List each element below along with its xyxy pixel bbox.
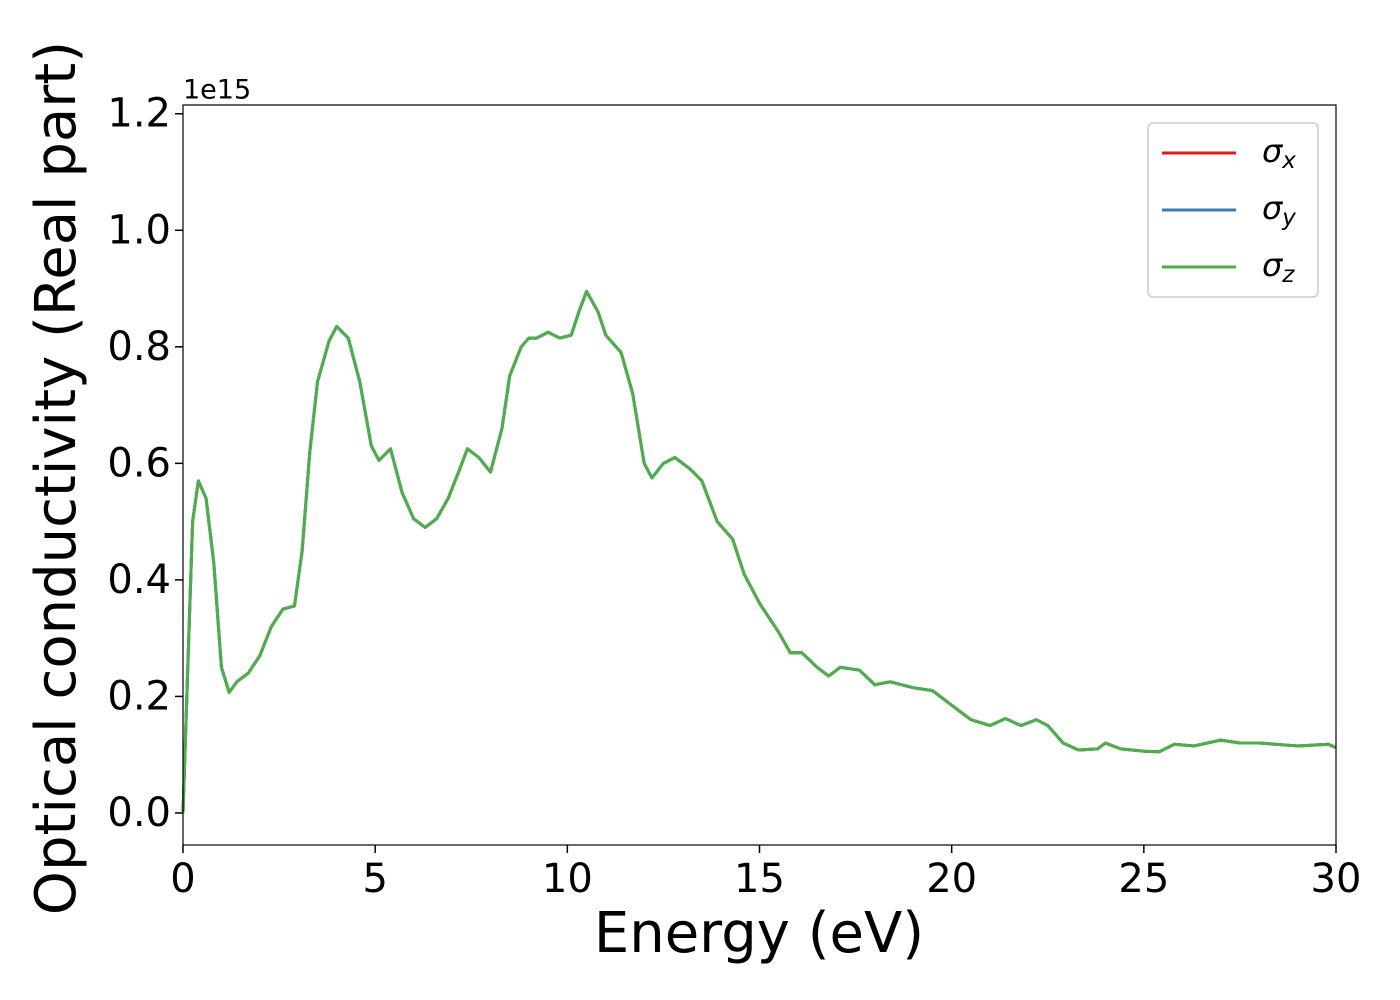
plot-frame [182, 104, 1337, 846]
x-tick-label: 15 [734, 856, 785, 902]
x-tick-label: 20 [926, 856, 977, 902]
y-tick-label: 0.8 [107, 324, 171, 370]
x-tick-label: 30 [1311, 856, 1362, 902]
x-tick-label: 10 [542, 856, 593, 902]
legend-label: σz [1262, 246, 1295, 288]
legend-label: σx [1262, 132, 1296, 174]
legend-label: σy [1262, 189, 1296, 231]
y-tick-label: 1.0 [107, 207, 171, 253]
y-tick-label: 1.2 [107, 91, 171, 137]
y-tick-label: 0.4 [107, 557, 171, 603]
x-tick-label: 0 [170, 856, 195, 902]
y-tick-label: 0.0 [107, 790, 171, 836]
x-axis-label: Energy (eV) [594, 901, 924, 966]
y-tick-label: 0.6 [107, 440, 171, 486]
x-tick-label: 5 [362, 856, 387, 902]
x-tick-label: 25 [1118, 856, 1169, 902]
y-axis-label: Optical conductivity (Real part) [24, 41, 89, 915]
series-line [181, 289, 1337, 813]
y-offset-label: 1e15 [183, 75, 251, 106]
y-tick-label: 0.2 [107, 673, 171, 719]
